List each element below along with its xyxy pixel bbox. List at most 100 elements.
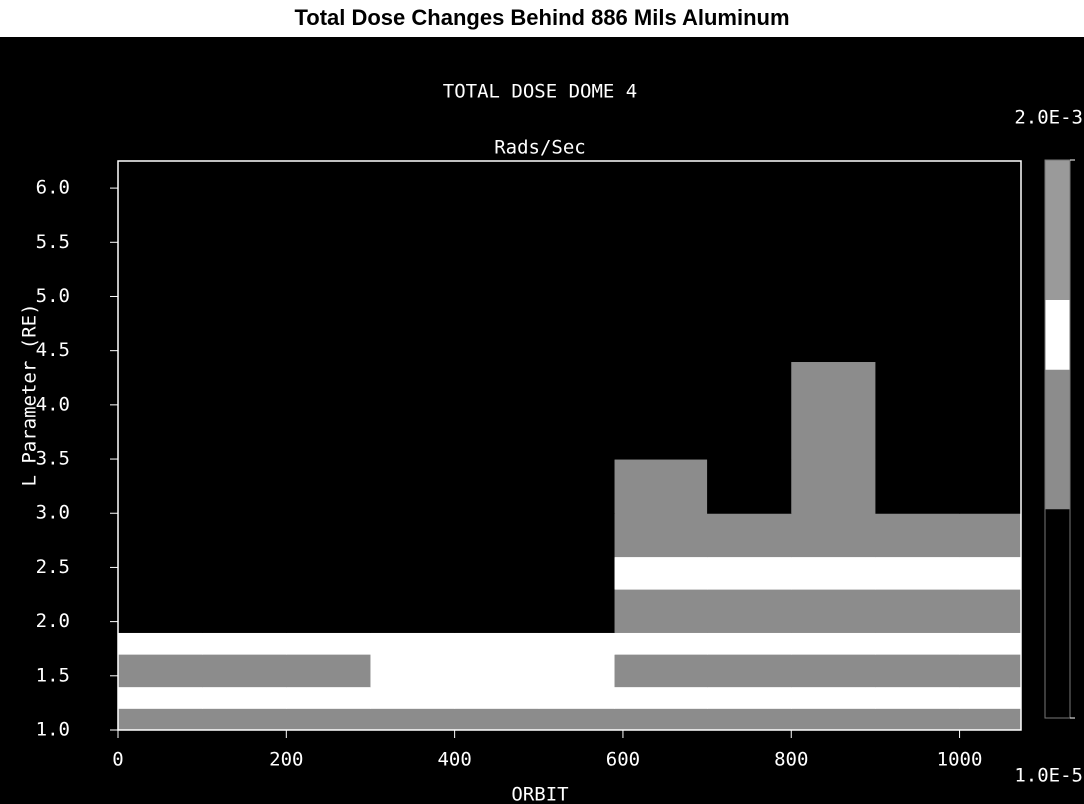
heatmap-cell <box>370 589 456 633</box>
heatmap-cell <box>875 589 961 633</box>
heatmap-cell <box>791 589 876 633</box>
heatmap-cell <box>707 513 792 558</box>
heatmap-cell <box>791 686 876 709</box>
heatmap-cell <box>286 654 371 688</box>
heatmap-cell <box>538 686 616 709</box>
heatmap-cell <box>202 296 287 363</box>
colorbar-band <box>1045 160 1070 231</box>
heatmap-cell <box>538 589 616 633</box>
heatmap-cell <box>202 161 287 297</box>
x-tick-label: 600 <box>606 749 640 771</box>
heatmap-cell <box>875 296 961 363</box>
y-tick-label: 3.0 <box>36 502 70 524</box>
heatmap-cell <box>538 632 616 655</box>
heatmap-cell <box>370 513 456 558</box>
heatmap-cell <box>286 632 371 655</box>
heatmap-cell <box>454 708 540 731</box>
colorbar-title: Rads/Sec <box>494 137 586 159</box>
x-tick-label: 400 <box>437 749 471 771</box>
heatmap-cell <box>538 556 616 590</box>
heatmap-cell <box>370 556 456 590</box>
heatmap-cell <box>370 161 456 297</box>
heatmap-cell <box>875 654 961 688</box>
heatmap-cell <box>959 589 1022 633</box>
heatmap-cell <box>118 708 203 731</box>
heatmap-cell <box>959 161 1022 297</box>
heatmap-cell <box>538 513 616 558</box>
heatmap-cell <box>202 654 287 688</box>
heatmap-cell <box>118 361 203 460</box>
heatmap-cell <box>959 459 1022 514</box>
heatmap-cell <box>202 459 287 514</box>
heatmap-cell <box>614 161 708 297</box>
heatmap-cell <box>118 589 203 633</box>
y-tick-label: 2.0 <box>36 610 70 632</box>
heatmap-cell <box>791 459 876 514</box>
heatmap-cell <box>370 708 456 731</box>
heatmap-cell <box>538 161 616 297</box>
x-tick-label: 200 <box>269 749 303 771</box>
heatmap-cell <box>707 589 792 633</box>
heatmap-cell <box>202 632 287 655</box>
heatmap-cell <box>614 654 708 688</box>
heatmap-cell <box>707 686 792 709</box>
heatmap-cell <box>454 556 540 590</box>
heatmap-cell <box>707 654 792 688</box>
y-tick-label: 5.5 <box>36 231 70 253</box>
heatmap-cell <box>454 459 540 514</box>
colorbar-band <box>1045 229 1070 300</box>
heatmap-cell <box>370 296 456 363</box>
heatmap-cell <box>791 296 876 363</box>
x-tick-label: 0 <box>112 749 123 771</box>
heatmap-cell <box>875 686 961 709</box>
heatmap-cell <box>454 589 540 633</box>
heatmap-cell <box>454 361 540 460</box>
y-tick-label: 4.5 <box>36 339 70 361</box>
heatmap-cell <box>538 708 616 731</box>
heatmap-cell <box>202 556 287 590</box>
heatmap-cell <box>959 513 1022 558</box>
heatmap-cell <box>202 708 287 731</box>
subtitle: TOTAL DOSE DOME 4 <box>443 81 637 103</box>
colorbar-band <box>1045 508 1070 579</box>
heatmap-cell <box>202 513 287 558</box>
heatmap-cell <box>875 161 961 297</box>
heatmap-cell <box>118 296 203 363</box>
heatmap-cell <box>614 708 708 731</box>
heatmap-cell <box>959 708 1022 731</box>
heatmap-cell <box>707 161 792 297</box>
heatmap-cell <box>118 513 203 558</box>
heatmap-cell <box>118 459 203 514</box>
colorbar-frame <box>1044 159 1071 719</box>
heatmap-cell <box>286 686 371 709</box>
heatmap-cell <box>791 361 876 460</box>
x-axis-label: ORBIT <box>511 784 568 804</box>
heatmap-cell <box>614 296 708 363</box>
heatmap-cell <box>286 161 371 297</box>
heatmap-cell <box>959 296 1022 363</box>
heatmap-cell <box>791 161 876 297</box>
heatmap-cell <box>538 654 616 688</box>
heatmap-cell <box>370 632 456 655</box>
heatmap-cell <box>118 161 203 297</box>
x-tick-label: 800 <box>774 749 808 771</box>
heatmap-cell <box>791 632 876 655</box>
y-tick-label: 5.0 <box>36 285 70 307</box>
heatmap-cell <box>286 459 371 514</box>
heatmap-cell <box>875 361 961 460</box>
heatmap-cell <box>454 513 540 558</box>
y-tick-label: 6.0 <box>36 177 70 199</box>
heatmap-cell <box>791 556 876 590</box>
heatmap-cell <box>538 296 616 363</box>
y-tick-label: 1.5 <box>36 664 70 686</box>
heatmap-cell <box>370 361 456 460</box>
y-tick-label: 4.0 <box>36 393 70 415</box>
heatmap-cell <box>454 632 540 655</box>
heatmap-cell <box>202 361 287 460</box>
heatmap-cell <box>454 686 540 709</box>
heatmap-cell <box>614 361 708 460</box>
heatmap-cell <box>538 459 616 514</box>
heatmap-cell <box>202 589 287 633</box>
